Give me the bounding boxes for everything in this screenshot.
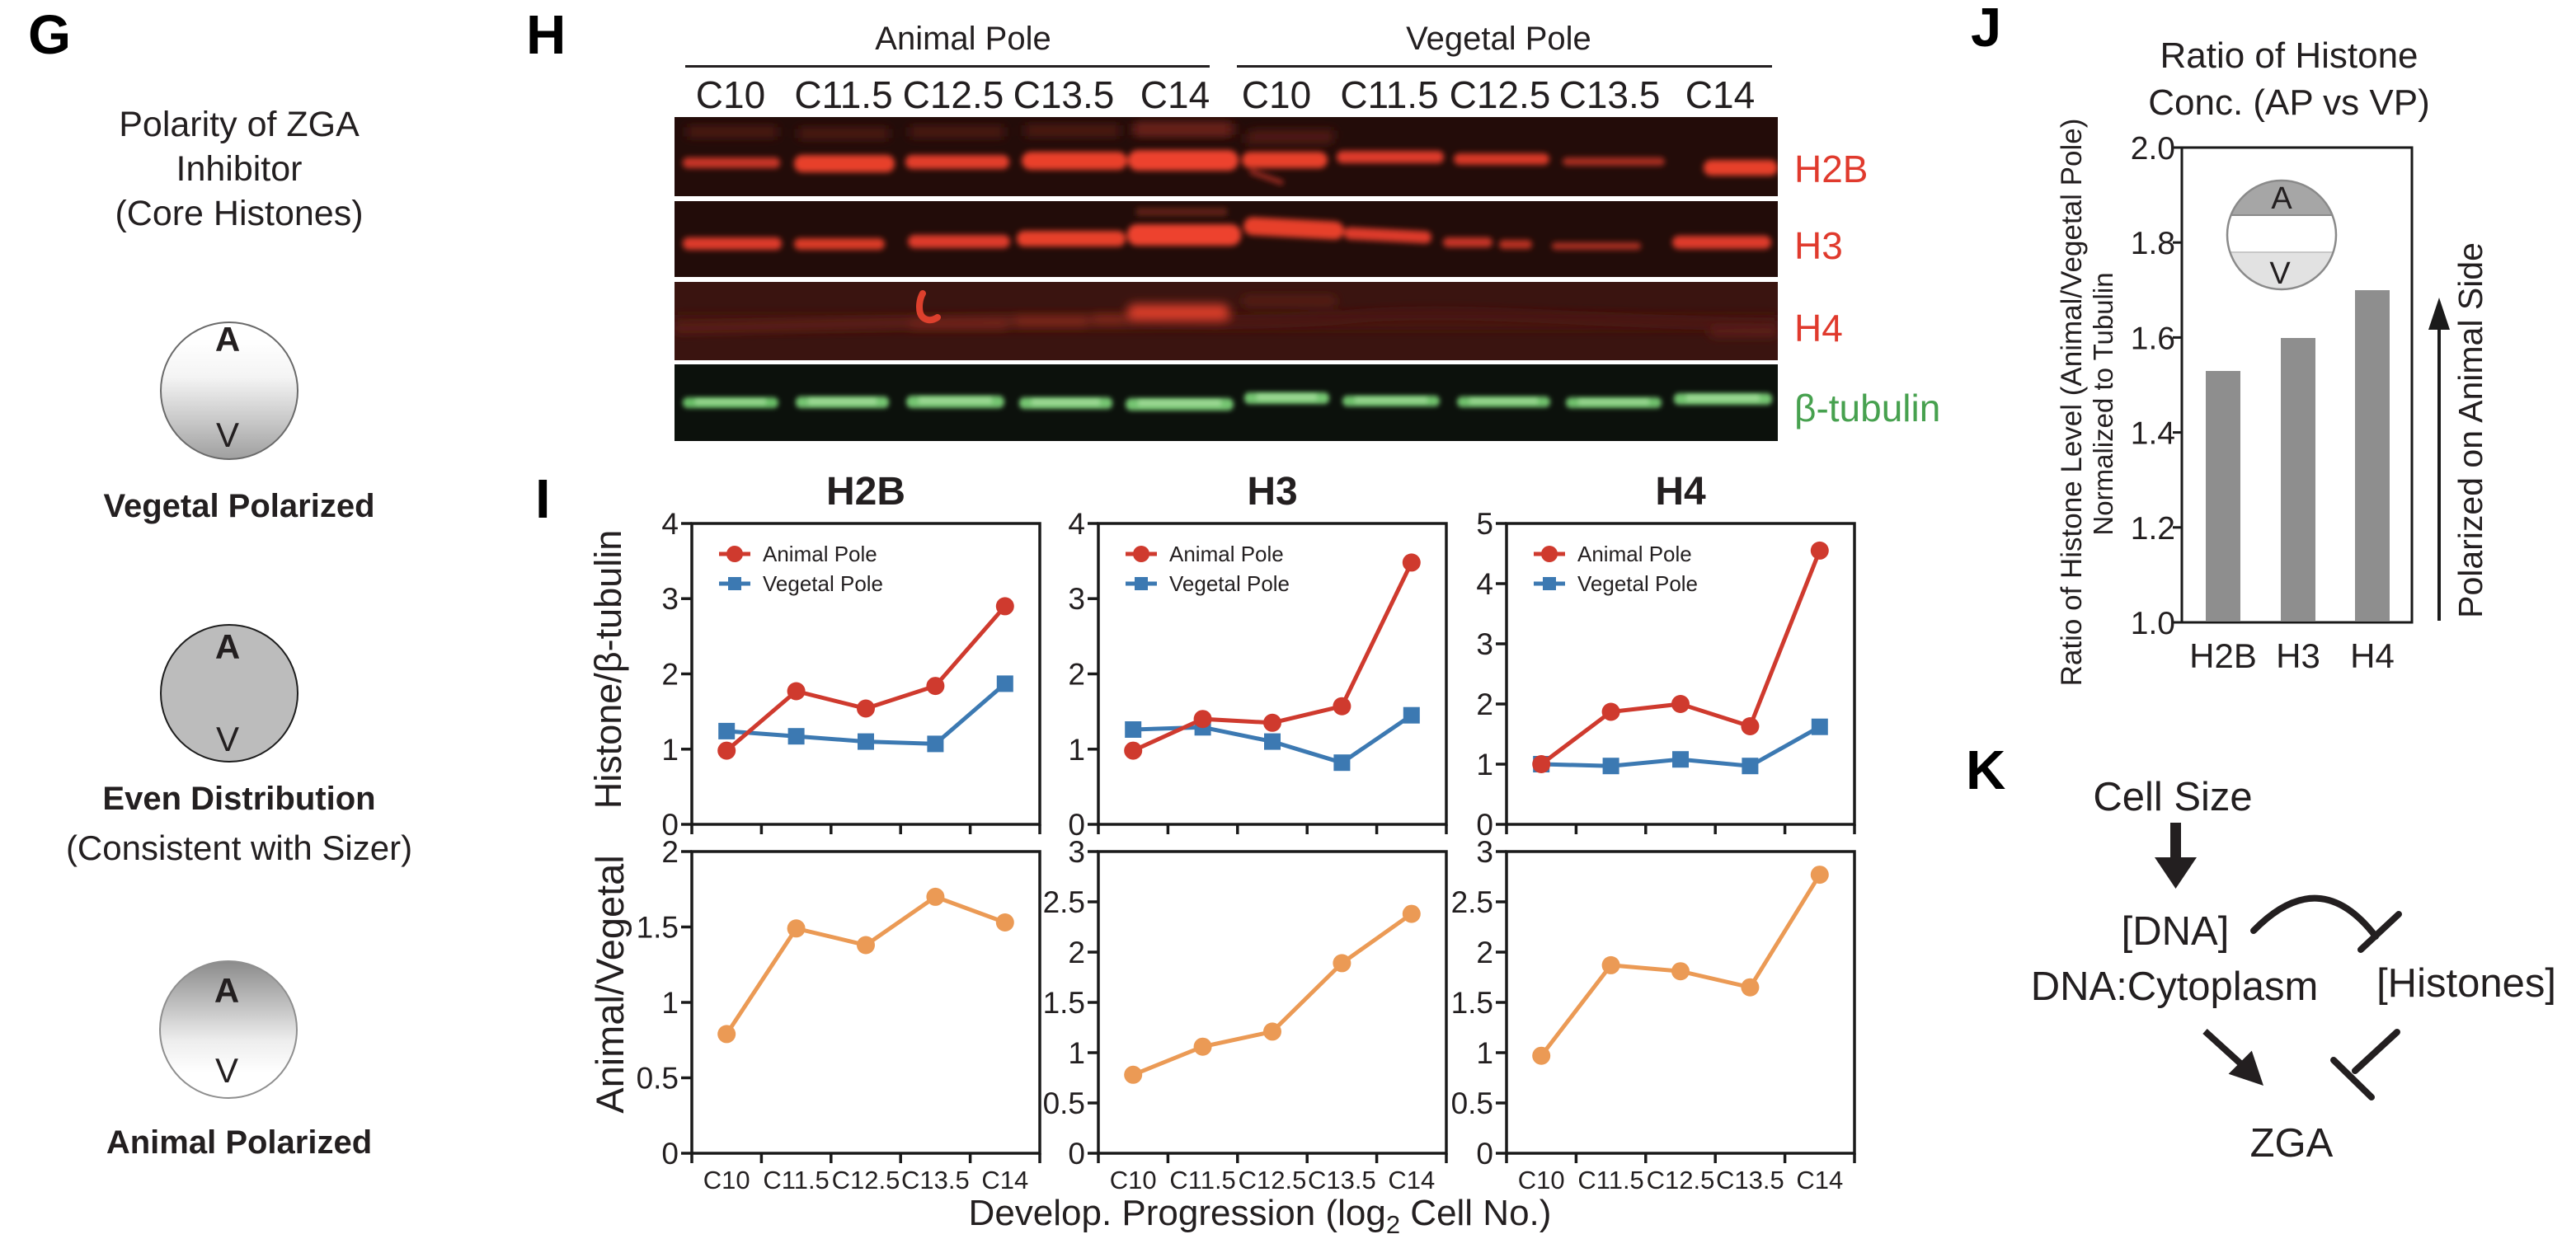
svg-text:Animal Pole: Animal Pole: [1577, 542, 1692, 566]
svg-text:H2B: H2B: [826, 470, 905, 514]
svg-text:C12.5: C12.5: [1647, 1166, 1715, 1194]
svg-text:C11.5: C11.5: [1169, 1166, 1235, 1194]
svg-text:Ratio of Histone Level (Animal: Ratio of Histone Level (Animal/Vegetal P…: [2056, 119, 2088, 687]
svg-text:1.8: 1.8: [2131, 226, 2175, 261]
svg-text:H3: H3: [1247, 470, 1297, 514]
svg-text:1: 1: [1068, 1036, 1085, 1070]
svg-text:H4: H4: [1655, 470, 1706, 514]
svg-text:C13.5: C13.5: [901, 1166, 970, 1194]
svg-text:5: 5: [1476, 507, 1493, 541]
svg-text:H2B: H2B: [2189, 636, 2257, 675]
svg-text:Vegetal Pole: Vegetal Pole: [1169, 571, 1290, 596]
svg-text:2: 2: [1476, 936, 1493, 969]
svg-text:C14: C14: [981, 1166, 1028, 1194]
svg-text:0: 0: [1476, 1137, 1493, 1171]
svg-text:3: 3: [1476, 835, 1493, 869]
svg-text:1: 1: [661, 986, 679, 1020]
svg-text:V: V: [2269, 256, 2291, 291]
svg-text:0.5: 0.5: [637, 1062, 679, 1096]
svg-text:0: 0: [1068, 1137, 1085, 1171]
svg-text:0: 0: [661, 808, 679, 842]
svg-text:1.2: 1.2: [2131, 511, 2175, 547]
svg-text:Animal Pole: Animal Pole: [763, 542, 877, 566]
svg-text:DNA:Cytoplasm: DNA:Cytoplasm: [2031, 964, 2319, 1009]
svg-text:1.4: 1.4: [2131, 416, 2175, 452]
svg-text:0: 0: [1068, 808, 1085, 842]
svg-text:3: 3: [1476, 627, 1493, 661]
svg-text:H3: H3: [2276, 636, 2320, 675]
svg-text:3: 3: [661, 582, 679, 616]
svg-text:1.6: 1.6: [2131, 321, 2175, 356]
svg-text:Histone/β-tubulin: Histone/β-tubulin: [587, 530, 629, 810]
svg-text:0: 0: [1476, 808, 1493, 842]
svg-text:Normalized to Tubulin: Normalized to Tubulin: [2088, 272, 2118, 535]
svg-text:C10: C10: [1110, 1166, 1157, 1194]
svg-text:3: 3: [1068, 582, 1085, 616]
svg-text:[DNA]: [DNA]: [2122, 909, 2230, 954]
svg-text:1: 1: [661, 733, 679, 767]
svg-text:[Histones]: [Histones]: [2376, 961, 2556, 1006]
svg-text:H4: H4: [2350, 636, 2395, 675]
svg-text:Vegetal Pole: Vegetal Pole: [763, 571, 883, 596]
svg-text:2: 2: [661, 835, 679, 869]
svg-text:Conc. (AP vs VP): Conc. (AP vs VP): [2148, 82, 2430, 123]
svg-text:4: 4: [1476, 567, 1493, 601]
svg-text:Develop. Progression (log2 Cel: Develop. Progression (log2 Cell No.): [969, 1193, 1552, 1239]
svg-text:3: 3: [1068, 835, 1085, 869]
svg-text:4: 4: [1068, 507, 1085, 541]
svg-text:1.0: 1.0: [2131, 606, 2175, 641]
svg-text:C11.5: C11.5: [763, 1166, 829, 1194]
svg-text:Animal/Vegetal: Animal/Vegetal: [588, 855, 632, 1114]
svg-text:Cell Size: Cell Size: [2093, 775, 2252, 819]
svg-text:C11.5: C11.5: [1577, 1166, 1643, 1194]
svg-text:1.5: 1.5: [637, 911, 679, 945]
svg-text:1: 1: [1476, 748, 1493, 781]
svg-text:0: 0: [661, 1137, 679, 1171]
svg-text:2.0: 2.0: [2131, 131, 2175, 167]
svg-text:Animal Pole: Animal Pole: [1169, 542, 1284, 566]
svg-text:C10: C10: [1518, 1166, 1565, 1194]
svg-text:1.5: 1.5: [1043, 986, 1085, 1020]
svg-text:2.5: 2.5: [1451, 885, 1493, 919]
svg-text:A: A: [2271, 181, 2292, 216]
svg-text:C14: C14: [1388, 1166, 1435, 1194]
svg-text:2: 2: [1068, 658, 1085, 692]
svg-text:C12.5: C12.5: [832, 1166, 900, 1194]
svg-text:2: 2: [1476, 688, 1493, 721]
svg-text:C14: C14: [1796, 1166, 1843, 1194]
svg-text:Vegetal Pole: Vegetal Pole: [1577, 571, 1698, 596]
svg-text:C13.5: C13.5: [1716, 1166, 1784, 1194]
svg-text:4: 4: [661, 507, 679, 541]
svg-text:C10: C10: [703, 1166, 750, 1194]
svg-text:2: 2: [1068, 936, 1085, 969]
svg-text:C13.5: C13.5: [1308, 1166, 1376, 1194]
svg-text:C12.5: C12.5: [1239, 1166, 1307, 1194]
svg-text:1: 1: [1476, 1036, 1493, 1070]
svg-text:1.5: 1.5: [1451, 986, 1493, 1020]
svg-text:2.5: 2.5: [1043, 885, 1085, 919]
svg-text:1: 1: [1068, 733, 1085, 767]
svg-text:ZGA: ZGA: [2250, 1121, 2334, 1166]
svg-text:2: 2: [661, 658, 679, 692]
svg-text:0.5: 0.5: [1451, 1086, 1493, 1120]
svg-text:Polarized on Animal Side: Polarized on Animal Side: [2451, 242, 2489, 618]
svg-text:Ratio of Histone: Ratio of Histone: [2160, 35, 2418, 76]
svg-text:0.5: 0.5: [1043, 1086, 1085, 1120]
